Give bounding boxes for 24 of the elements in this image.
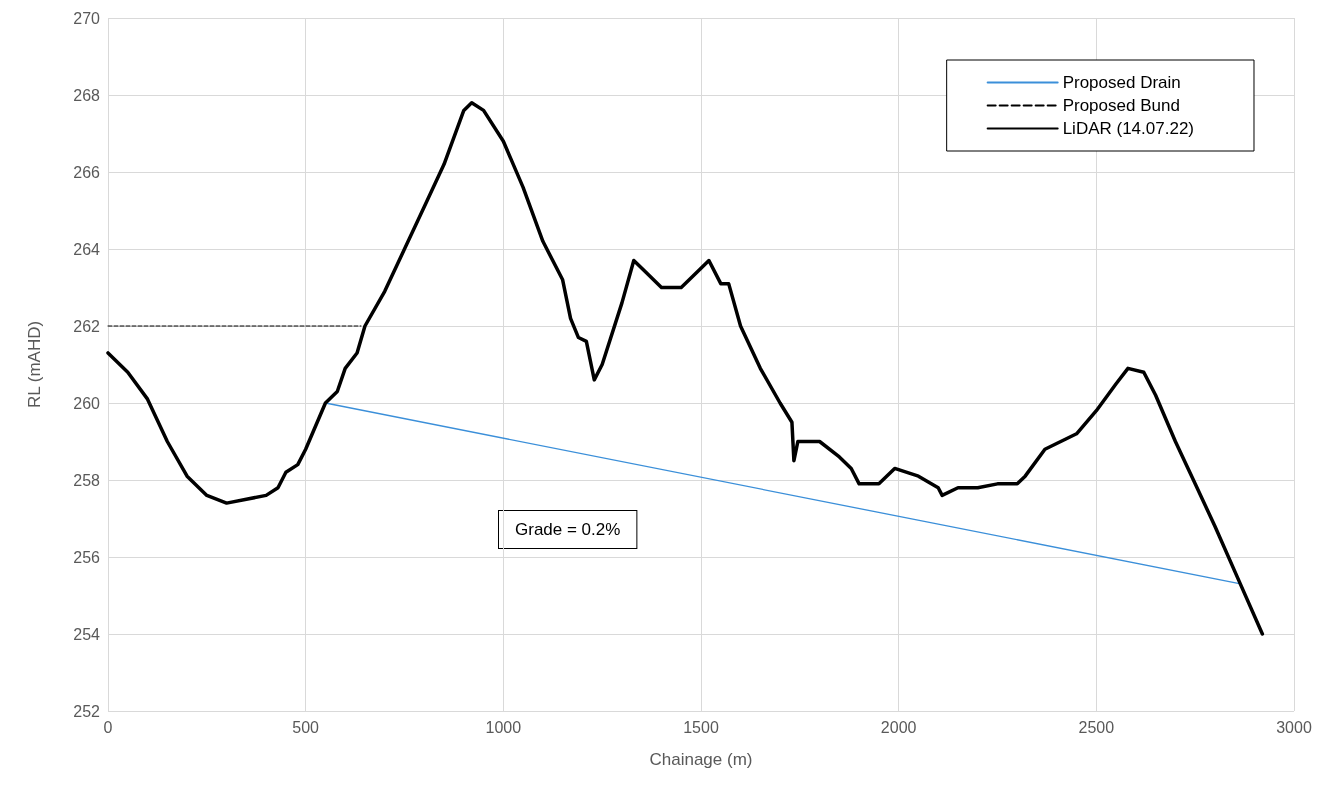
y-tick-label: 252 [73, 702, 101, 720]
y-axis-title: RL (mAHD) [25, 320, 44, 409]
annotation: Grade = 0.2% [515, 520, 621, 539]
x-tick-label: 2000 [880, 718, 917, 736]
x-tick-label: 0 [103, 718, 113, 736]
x-tick-label: 1500 [683, 718, 719, 736]
y-tick-label: 258 [73, 471, 101, 489]
y-tick-label: 270 [73, 9, 101, 27]
x-tick-label: 500 [292, 718, 320, 736]
y-tick-label: 254 [73, 625, 101, 643]
x-tick-label: 3000 [1276, 718, 1312, 736]
y-tick-label: 268 [73, 86, 101, 104]
legend-label: Proposed Drain [1062, 73, 1181, 92]
y-tick-label: 264 [73, 240, 101, 258]
line-series [106, 100, 1265, 636]
x-axis-title: Chainage (m) [649, 750, 753, 769]
y-tick-label: 262 [73, 317, 101, 335]
legend-label: Proposed Bund [1062, 96, 1180, 115]
x-tick-label: 1000 [485, 718, 522, 736]
y-tick-label: 260 [73, 394, 101, 412]
legend-label: LiDAR (14.07.22) [1062, 119, 1194, 138]
y-tick-label: 256 [73, 548, 101, 566]
x-tick-label: 2500 [1078, 718, 1115, 736]
y-tick-label: 266 [73, 163, 101, 181]
